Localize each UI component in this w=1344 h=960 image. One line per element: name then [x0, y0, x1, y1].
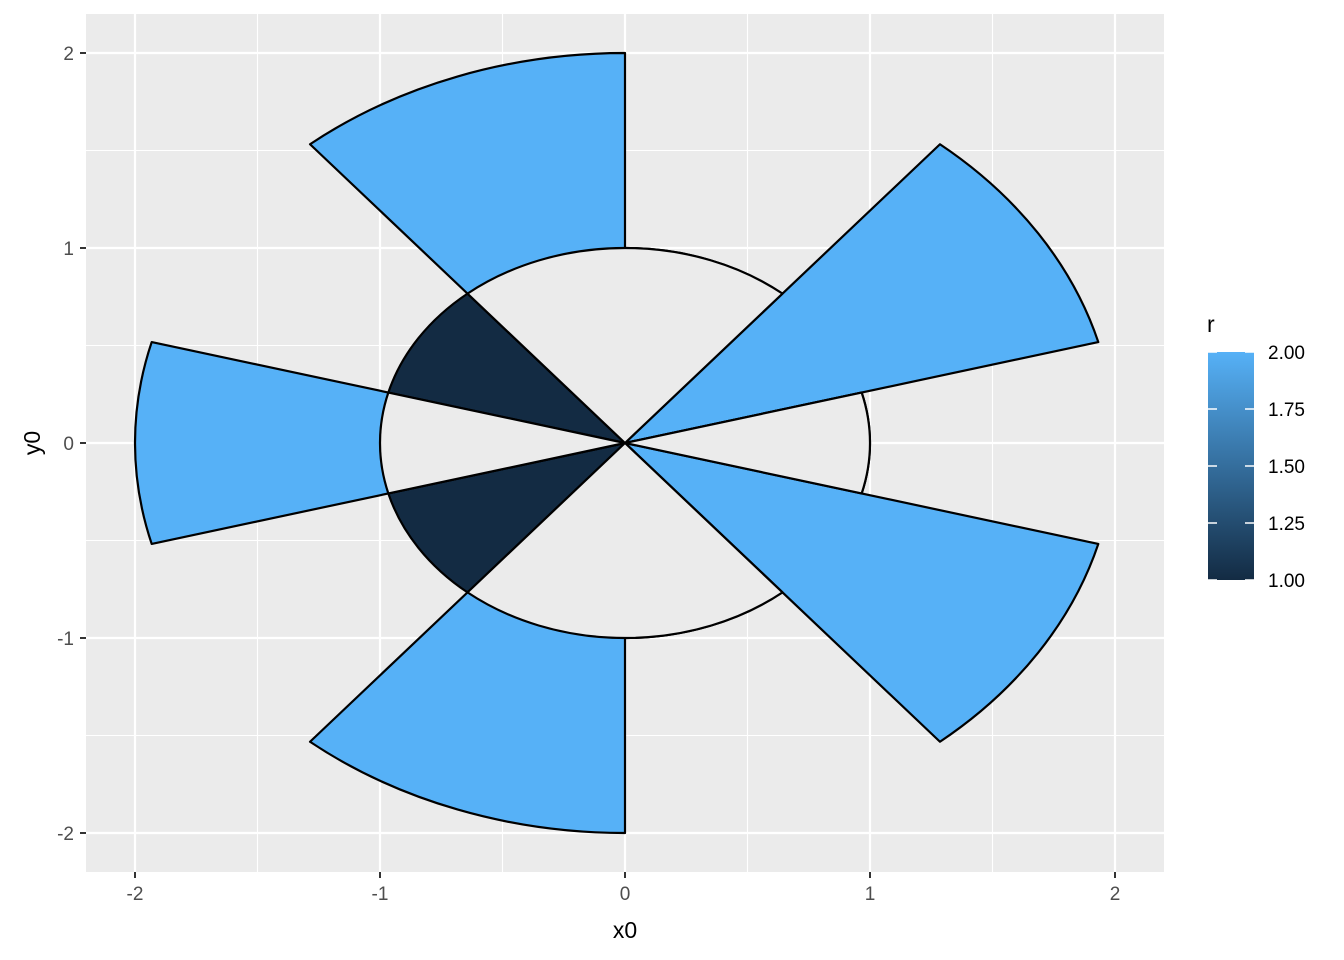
arc-sector: [623, 143, 1100, 445]
legend-ticks: 1.00 1.25 1.50 1.75 2.00: [1208, 343, 1305, 592]
x-tick-label: -1: [372, 884, 389, 905]
arc-sector-empty: [466, 246, 784, 445]
arc-sector-empty: [623, 391, 872, 495]
legend-title: r: [1207, 311, 1215, 337]
arc-sector: [387, 292, 627, 445]
legend-tick-label: 1.25: [1268, 514, 1305, 535]
legend-tick-label: 1.75: [1268, 400, 1305, 421]
legend-tick-label: 1.00: [1268, 571, 1305, 592]
arc-sector-empty: [466, 441, 784, 640]
y-tick-label: 1: [63, 239, 74, 260]
x-tick-label: 0: [620, 884, 631, 905]
arc-sector: [387, 441, 627, 594]
y-tick-label: -1: [57, 629, 74, 650]
legend-tick-label: 1.50: [1268, 457, 1305, 478]
arc-sector-empty: [378, 391, 627, 495]
x-tick-label: 2: [1110, 884, 1121, 905]
y-tick-label: -2: [57, 824, 74, 845]
y-tick-label: 0: [63, 434, 74, 455]
x-tick-label: -2: [127, 884, 144, 905]
arc-sector: [623, 441, 1100, 743]
x-tick-label: 1: [865, 884, 876, 905]
x-axis: -2 -1 0 1 2: [127, 872, 1121, 905]
legend: r 1.00 1.25 1.50 1.75 2.00: [1207, 311, 1305, 592]
y-axis: -2 -1 0 1 2: [57, 44, 86, 845]
y-tick-label: 2: [63, 44, 74, 65]
x-axis-title: x0: [613, 917, 637, 943]
y-axis-title: y0: [19, 431, 45, 455]
arc-sectors: [133, 51, 1100, 835]
legend-tick-label: 2.00: [1268, 343, 1305, 364]
